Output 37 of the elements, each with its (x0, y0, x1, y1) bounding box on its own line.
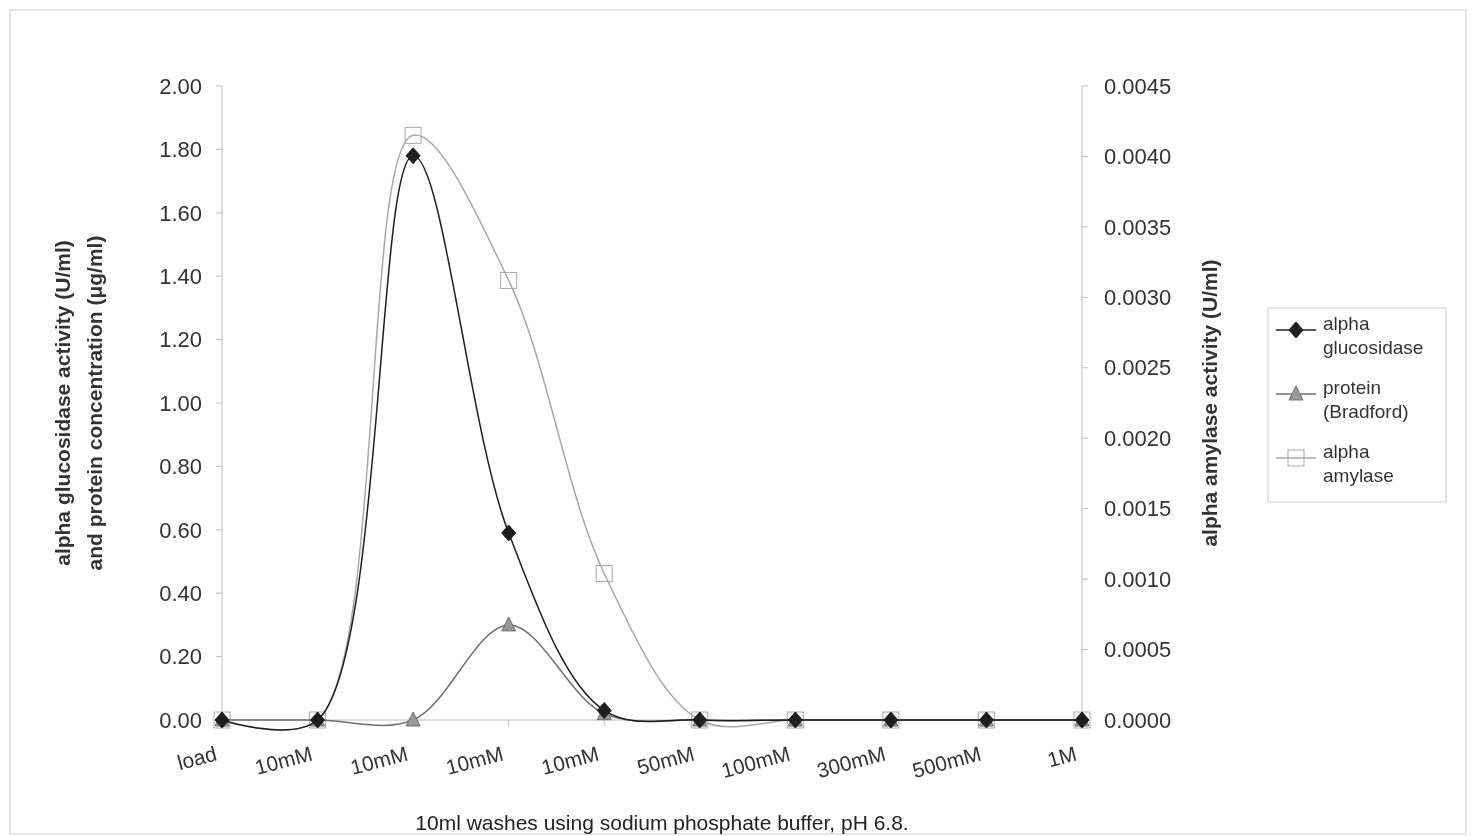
y2-tick-label: 0.0025 (1104, 355, 1172, 381)
y-tick-label: 0.80 (159, 454, 202, 480)
y-tick-label: 1.00 (159, 390, 202, 416)
y2-tick-label: 0.0010 (1104, 566, 1172, 592)
y-tick-label: 0.60 (159, 517, 202, 543)
y-tick-label: 0.00 (159, 707, 202, 733)
legend-label: alpha amylase (1323, 441, 1394, 486)
y-tick-label: 2.00 (159, 73, 202, 99)
x-tick-label: 1M (1044, 741, 1080, 772)
x-tick-label: 10mM (443, 741, 506, 779)
y2-tick-label: 0.0035 (1104, 214, 1172, 240)
x-axis-title: 10ml washes using sodium phosphate buffer, pH 6.8. (415, 811, 909, 834)
y2-axis-title: alpha amylase activity (U/ml) (1198, 259, 1221, 547)
x-tick-label: 300mM (814, 741, 888, 782)
y2-tick-label: 0.0030 (1104, 285, 1172, 311)
x-tick-label: 100mM (718, 741, 793, 782)
x-tick-label: 10mM (252, 741, 315, 779)
legend-label: alpha glucosidase (1323, 313, 1424, 358)
y-tick-label: 1.80 (159, 137, 202, 163)
y2-tick-label: 0.0045 (1104, 73, 1172, 99)
legend-label: protein (Bradford) (1323, 377, 1409, 422)
y-tick-label: 1.40 (159, 263, 202, 289)
y2-tick-label: 0.0005 (1104, 637, 1172, 663)
y-tick-label: 0.20 (159, 644, 202, 670)
y2-tick-label: 0.0000 (1104, 707, 1172, 733)
x-tick-label: 10mM (538, 741, 602, 779)
x-tick-label: 10mM (347, 741, 411, 779)
y2-tick-label: 0.0040 (1104, 144, 1172, 170)
x-tick-label: 50mM (634, 741, 697, 779)
x-tick-label: load (174, 741, 220, 775)
y-tick-label: 0.40 (159, 580, 202, 606)
y-tick-label: 1.60 (159, 200, 202, 226)
x-tick-label: 500mM (909, 741, 984, 782)
y-axis-title: alpha glucosidase activity (U/ml) and protein concentration (μg/ml) (51, 235, 106, 571)
y2-tick-label: 0.0020 (1104, 425, 1172, 451)
y2-tick-label: 0.0015 (1104, 496, 1172, 522)
y-tick-label: 1.20 (159, 327, 202, 353)
